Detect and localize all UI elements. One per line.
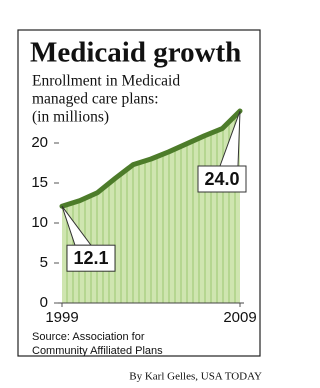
value-label: 24.0 xyxy=(204,169,239,189)
y-tick-label: 10 xyxy=(31,214,48,231)
area xyxy=(62,111,240,303)
x-tick-label: 1999 xyxy=(45,309,78,326)
line xyxy=(59,108,243,209)
subtitle: (in millions) xyxy=(32,109,109,126)
chart: Medicaid growth Enrollment in Medicaid m… xyxy=(17,29,262,383)
source: Community Affiliated Plans xyxy=(32,345,163,357)
y-tick-label: 0 xyxy=(40,294,48,311)
y-tick-label: 20 xyxy=(31,134,48,151)
y-tick-label: 5 xyxy=(40,254,48,271)
callout-box xyxy=(66,244,116,272)
value-label: 12.1 xyxy=(73,248,108,268)
y-tick-label: 15 xyxy=(31,174,48,191)
callout-box xyxy=(197,165,247,193)
chart-title: Medicaid growth xyxy=(30,37,241,69)
source: Source: Association for xyxy=(32,331,145,343)
subtitle: Enrollment in Medicaid xyxy=(32,73,180,90)
subtitle: managed care plans: xyxy=(32,91,159,108)
frame xyxy=(17,29,261,357)
credit: By Karl Gelles, USA TODAY xyxy=(129,371,262,383)
x-tick-label: 2009 xyxy=(223,309,256,326)
